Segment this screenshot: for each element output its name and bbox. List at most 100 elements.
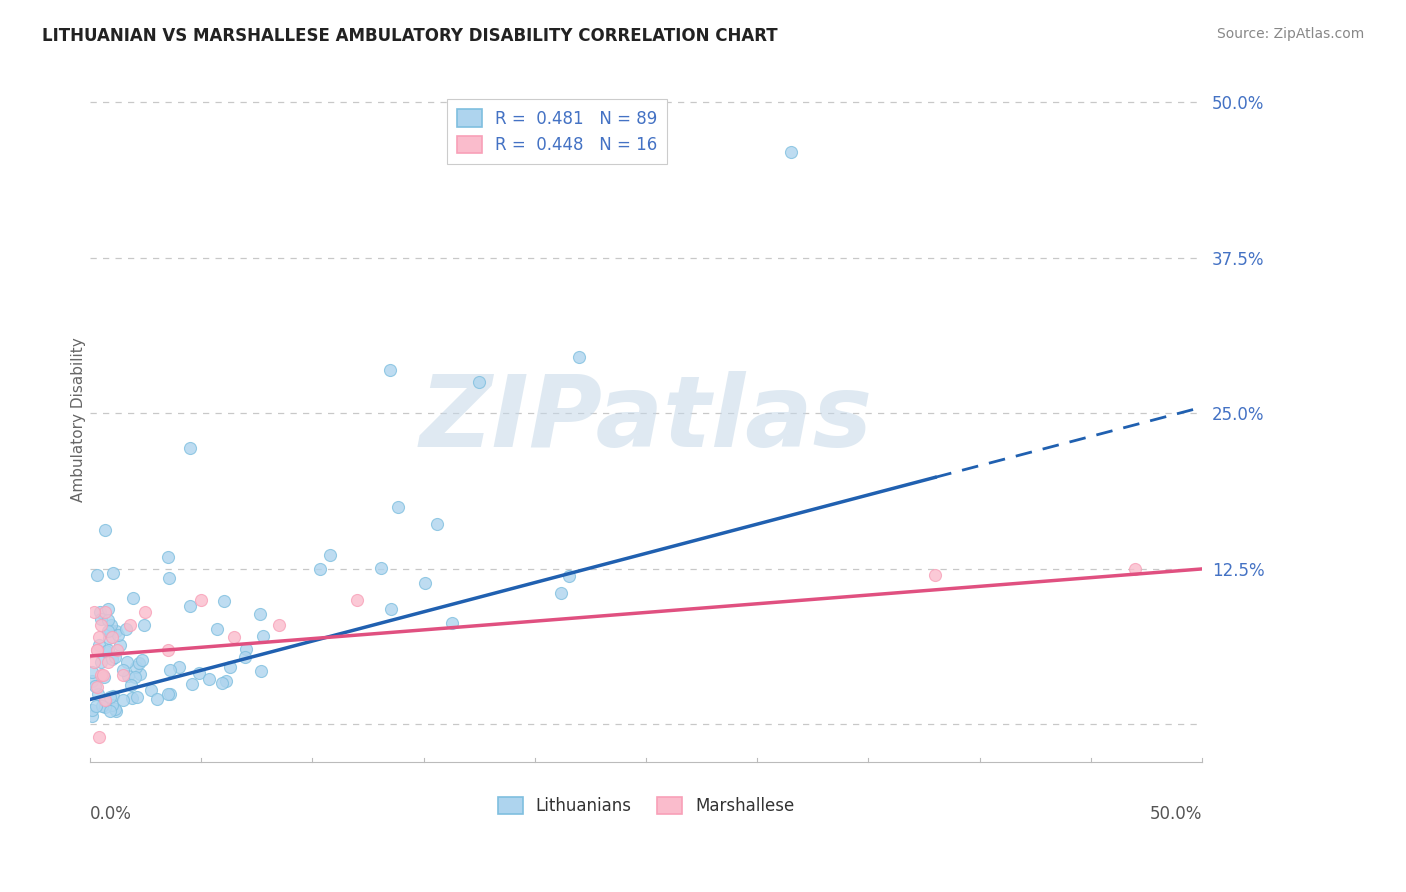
- Point: [89, 605, 111, 619]
- Point: [105, 642, 128, 657]
- Point: [98, 623, 121, 637]
- Point: [105, 704, 128, 718]
- Point: [87, 631, 110, 645]
- Point: [101, 689, 124, 703]
- Text: 0.0%: 0.0%: [90, 805, 132, 823]
- Point: [83, 655, 105, 669]
- Point: [250, 664, 273, 678]
- Point: [468, 376, 491, 390]
- Point: [219, 660, 242, 674]
- Point: [267, 618, 290, 632]
- Point: [179, 441, 201, 455]
- Point: [159, 687, 181, 701]
- Point: [121, 591, 143, 606]
- Point: [426, 517, 449, 532]
- Point: [125, 690, 148, 704]
- Point: [156, 642, 179, 657]
- Text: LITHUANIAN VS MARSHALLESE AMBULATORY DISABILITY CORRELATION CHART: LITHUANIAN VS MARSHALLESE AMBULATORY DIS…: [42, 27, 778, 45]
- Point: [90, 655, 112, 669]
- Point: [319, 548, 342, 562]
- Point: [94, 700, 117, 714]
- Point: [249, 607, 271, 622]
- Point: [380, 601, 402, 615]
- Point: [308, 562, 330, 576]
- Point: [180, 677, 202, 691]
- Point: [125, 660, 148, 674]
- Point: [107, 628, 129, 642]
- Point: [558, 569, 581, 583]
- Point: [128, 656, 150, 670]
- Point: [86, 567, 108, 582]
- Point: [159, 663, 181, 677]
- Point: [98, 704, 121, 718]
- Point: [90, 618, 112, 632]
- Point: [104, 624, 127, 639]
- Point: [86, 680, 108, 694]
- Point: [97, 614, 120, 628]
- Point: [110, 638, 132, 652]
- Point: [115, 655, 138, 669]
- Point: [97, 655, 120, 669]
- Point: [86, 642, 108, 657]
- Point: [252, 629, 274, 643]
- Point: [157, 571, 180, 585]
- Point: [98, 690, 121, 704]
- Point: [179, 599, 201, 614]
- Point: [94, 606, 117, 620]
- Point: [779, 145, 801, 160]
- Point: [550, 586, 572, 600]
- Point: [131, 653, 153, 667]
- Point: [129, 667, 152, 681]
- Point: [924, 568, 946, 582]
- Point: [114, 623, 136, 637]
- Point: [87, 730, 110, 744]
- Point: [134, 617, 156, 632]
- Point: [211, 676, 233, 690]
- Point: [1125, 562, 1147, 576]
- Point: [82, 703, 104, 717]
- Point: [82, 673, 104, 688]
- Point: [378, 363, 401, 377]
- Point: [134, 606, 156, 620]
- Point: [215, 673, 238, 688]
- Point: [86, 642, 108, 657]
- Point: [94, 644, 117, 658]
- Point: [233, 650, 256, 665]
- Point: [93, 669, 115, 683]
- Point: [205, 622, 228, 636]
- Point: [117, 669, 139, 683]
- Point: [100, 652, 122, 666]
- Point: [212, 594, 235, 608]
- Point: [83, 679, 105, 693]
- Point: [188, 666, 211, 681]
- Point: [97, 643, 120, 657]
- Point: [387, 500, 409, 515]
- Point: [94, 694, 117, 708]
- Text: 50.0%: 50.0%: [1150, 805, 1202, 823]
- Point: [413, 576, 436, 591]
- Point: [90, 667, 112, 681]
- Point: [103, 650, 125, 665]
- Point: [97, 624, 120, 639]
- Text: Source: ZipAtlas.com: Source: ZipAtlas.com: [1216, 27, 1364, 41]
- Point: [97, 602, 120, 616]
- Point: [101, 698, 124, 713]
- Point: [370, 561, 392, 575]
- Point: [198, 672, 221, 686]
- Point: [90, 611, 112, 625]
- Point: [235, 642, 257, 657]
- Point: [101, 631, 124, 645]
- Text: ZIPatlas: ZIPatlas: [419, 371, 873, 468]
- Point: [146, 692, 169, 706]
- Point: [98, 631, 121, 645]
- Point: [94, 692, 117, 706]
- Point: [82, 708, 104, 723]
- Point: [83, 606, 105, 620]
- Point: [346, 593, 368, 607]
- Point: [91, 667, 114, 681]
- Point: [120, 678, 142, 692]
- Point: [87, 687, 110, 701]
- Point: [112, 663, 135, 677]
- Point: [440, 615, 463, 630]
- Point: [156, 688, 179, 702]
